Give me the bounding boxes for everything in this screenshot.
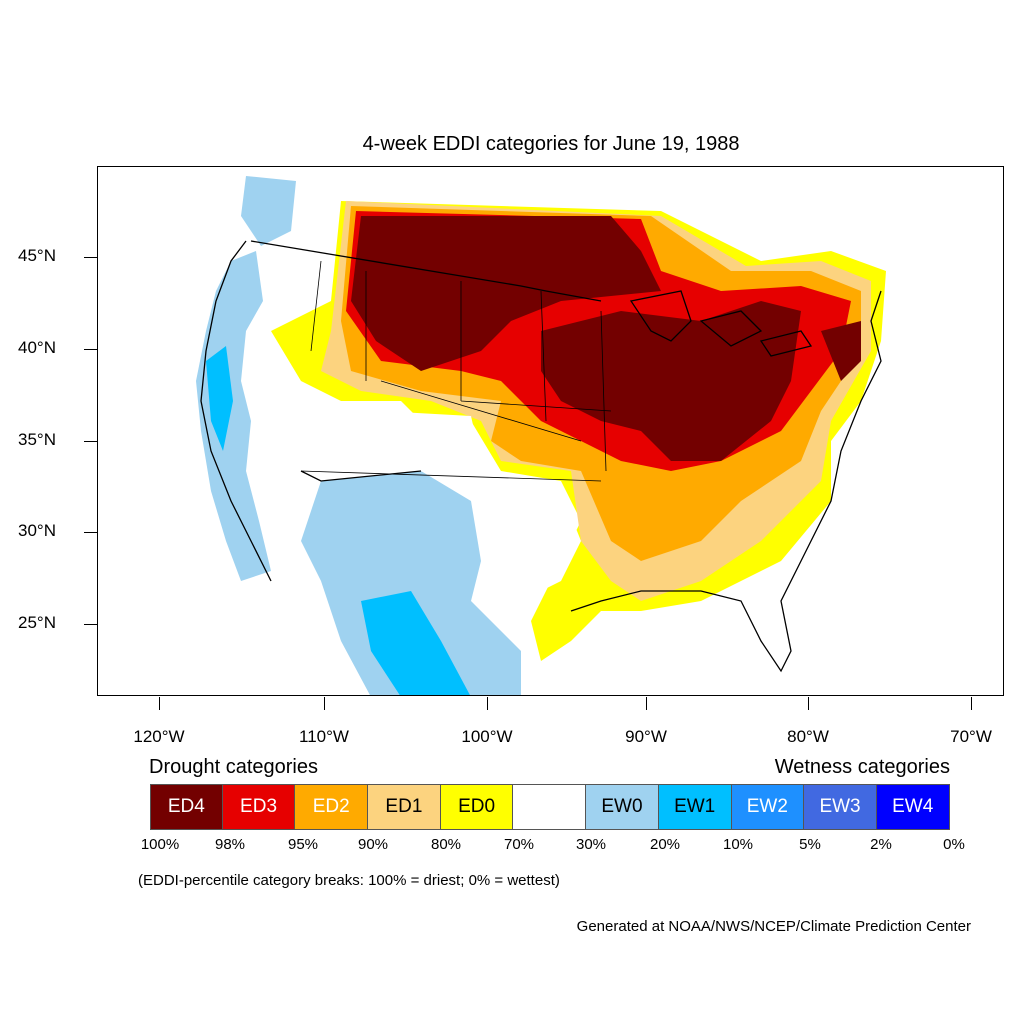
legend-label: EW3 xyxy=(819,796,861,817)
break-label: 90% xyxy=(357,836,389,853)
break-label: 100% xyxy=(140,836,180,853)
legend-label: EW0 xyxy=(601,796,643,817)
category-legend: ED4 ED3 ED2 ED1 ED0 EW0 EW1 EW2 EW3 EW4 xyxy=(150,784,950,830)
legend-swatch-ed1: ED1 xyxy=(368,784,441,830)
drought-ed4-northeast xyxy=(821,321,861,381)
lon-label: 90°W xyxy=(625,727,667,746)
break-label: 30% xyxy=(575,836,607,853)
map-canvas xyxy=(196,176,886,695)
coastline-outline xyxy=(200,240,882,673)
category-breaks-note: (EDDI-percentile category breaks: 100% =… xyxy=(138,872,560,889)
lon-tick xyxy=(487,697,488,710)
lat-tick xyxy=(84,441,97,442)
break-label: 20% xyxy=(649,836,681,853)
legend-swatch-neutral xyxy=(513,784,587,830)
legend-swatch-ed2: ED2 xyxy=(295,784,369,830)
lat-label: 45°N xyxy=(18,246,56,265)
lon-label: 120°W xyxy=(133,727,185,746)
neutral-region-texas xyxy=(471,491,581,601)
wetness-categories-heading: Wetness categories xyxy=(774,756,950,778)
legend-label: ED2 xyxy=(312,796,350,817)
legend-swatch-ew4: EW4 xyxy=(876,784,950,830)
map-title: 4-week EDDI categories for June 19, 1988 xyxy=(362,133,740,155)
legend-swatch-ew0: EW0 xyxy=(586,784,659,830)
lat-tick xyxy=(84,532,97,533)
lat-tick xyxy=(84,349,97,350)
legend-label: EW4 xyxy=(892,796,934,817)
legend-swatch-ed0: ED0 xyxy=(440,784,514,830)
drought-ed4-midwest xyxy=(541,301,801,461)
legend-label: ED0 xyxy=(458,796,496,817)
lat-label: 40°N xyxy=(18,338,56,357)
lon-tick xyxy=(971,697,972,710)
legend-label: ED4 xyxy=(167,796,205,817)
lon-label: 100°W xyxy=(461,727,513,746)
break-label: 70% xyxy=(503,836,535,853)
wet-region-nw xyxy=(241,176,296,246)
drought-categories-heading: Drought categories xyxy=(149,756,318,778)
break-label: 80% xyxy=(430,836,462,853)
lat-tick xyxy=(84,624,97,625)
legend-swatch-ew1: EW1 xyxy=(658,784,732,830)
lon-label: 80°W xyxy=(787,727,829,746)
wet-region-pacific-core xyxy=(206,346,233,451)
lat-label: 30°N xyxy=(18,521,56,540)
credit-line: Generated at NOAA/NWS/NCEP/Climate Predi… xyxy=(576,918,971,935)
lat-label: 25°N xyxy=(18,613,56,632)
wet-region-pacific xyxy=(196,251,271,581)
break-label: 10% xyxy=(722,836,754,853)
lon-tick xyxy=(159,697,160,710)
lon-label: 110°W xyxy=(299,727,349,746)
break-label: 2% xyxy=(870,836,892,853)
lon-tick xyxy=(324,697,325,710)
lat-tick xyxy=(84,257,97,258)
break-label: 95% xyxy=(287,836,319,853)
break-label: 98% xyxy=(214,836,246,853)
lon-label: 70°W xyxy=(950,727,992,746)
wet-region-mexico-core xyxy=(361,591,470,695)
legend-swatch-ew2: EW2 xyxy=(731,784,805,830)
legend-swatch-ed3: ED3 xyxy=(222,784,296,830)
break-label: 5% xyxy=(799,836,821,853)
eddi-map xyxy=(97,166,1004,696)
lon-tick xyxy=(808,697,809,710)
legend-swatch-ew3: EW3 xyxy=(804,784,877,830)
legend-label: EW2 xyxy=(746,796,788,817)
neutral-region-plains xyxy=(351,411,481,491)
drought-ed4-region xyxy=(351,216,661,371)
great-lakes-outline xyxy=(629,290,813,357)
legend-label: EW1 xyxy=(674,796,716,817)
legend-label: ED3 xyxy=(240,796,278,817)
break-label: 0% xyxy=(943,836,965,853)
legend-swatch-ed4: ED4 xyxy=(150,784,223,830)
lon-tick xyxy=(646,697,647,710)
state-borders xyxy=(300,260,612,482)
legend-label: ED1 xyxy=(385,796,423,817)
wet-region-southwest xyxy=(301,471,521,695)
lat-label: 35°N xyxy=(18,430,56,449)
